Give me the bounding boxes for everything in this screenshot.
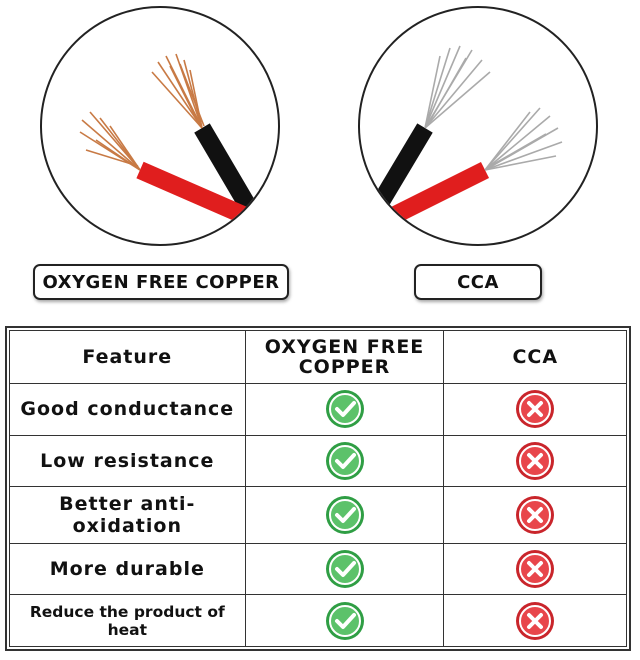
table-row: Better anti-oxidation <box>9 486 627 544</box>
ofc-cell <box>244 383 445 436</box>
check-icon <box>325 495 364 534</box>
table-row: Reduce the product of heat <box>9 594 627 647</box>
check-icon <box>325 601 364 640</box>
feature-cell: Low resistance <box>9 434 246 488</box>
table-row: More durable <box>9 542 627 596</box>
cca-cell <box>443 434 627 488</box>
feature-cell: Better anti-oxidation <box>9 486 246 544</box>
cca-cell <box>443 383 627 436</box>
wire-illustrations <box>40 6 598 246</box>
feature-cell: More durable <box>9 542 246 596</box>
feature-cell: Good conductance <box>9 383 246 436</box>
cca-circle <box>358 6 598 246</box>
header-cell: Feature <box>9 330 246 384</box>
comparison-table: Feature OXYGEN FREE COPPER CCA Good conduct… <box>5 326 631 651</box>
cross-icon <box>516 441 555 480</box>
cca-cell <box>443 594 627 647</box>
cca-wires <box>362 45 563 225</box>
check-icon <box>325 390 364 429</box>
ofc-cell <box>244 594 445 647</box>
ofc-cell <box>244 434 445 488</box>
cca-cell <box>443 542 627 596</box>
table-row: Low resistance <box>9 434 627 488</box>
check-icon <box>325 441 364 480</box>
ofc-cell <box>244 542 445 596</box>
cross-icon <box>516 601 555 640</box>
header-row: Feature OXYGEN FREE COPPER CCA <box>9 330 627 384</box>
header-cell: CCA <box>443 330 627 384</box>
table-row: Good conductance <box>9 383 627 436</box>
cca-cell <box>443 486 627 544</box>
cca-label: CCA <box>414 264 542 300</box>
ofc-cell <box>244 486 445 544</box>
cross-icon <box>516 550 555 589</box>
header-cell: OXYGEN FREE COPPER <box>244 330 445 384</box>
cross-icon <box>516 495 555 534</box>
ofc-label: OXYGEN FREE COPPER <box>33 264 289 300</box>
feature-cell: Reduce the product of heat <box>9 594 246 647</box>
ofc-circle <box>40 6 280 246</box>
table: Feature OXYGEN FREE COPPER CCA Good conduct… <box>9 330 627 647</box>
cross-icon <box>516 390 555 429</box>
check-icon <box>325 550 364 589</box>
